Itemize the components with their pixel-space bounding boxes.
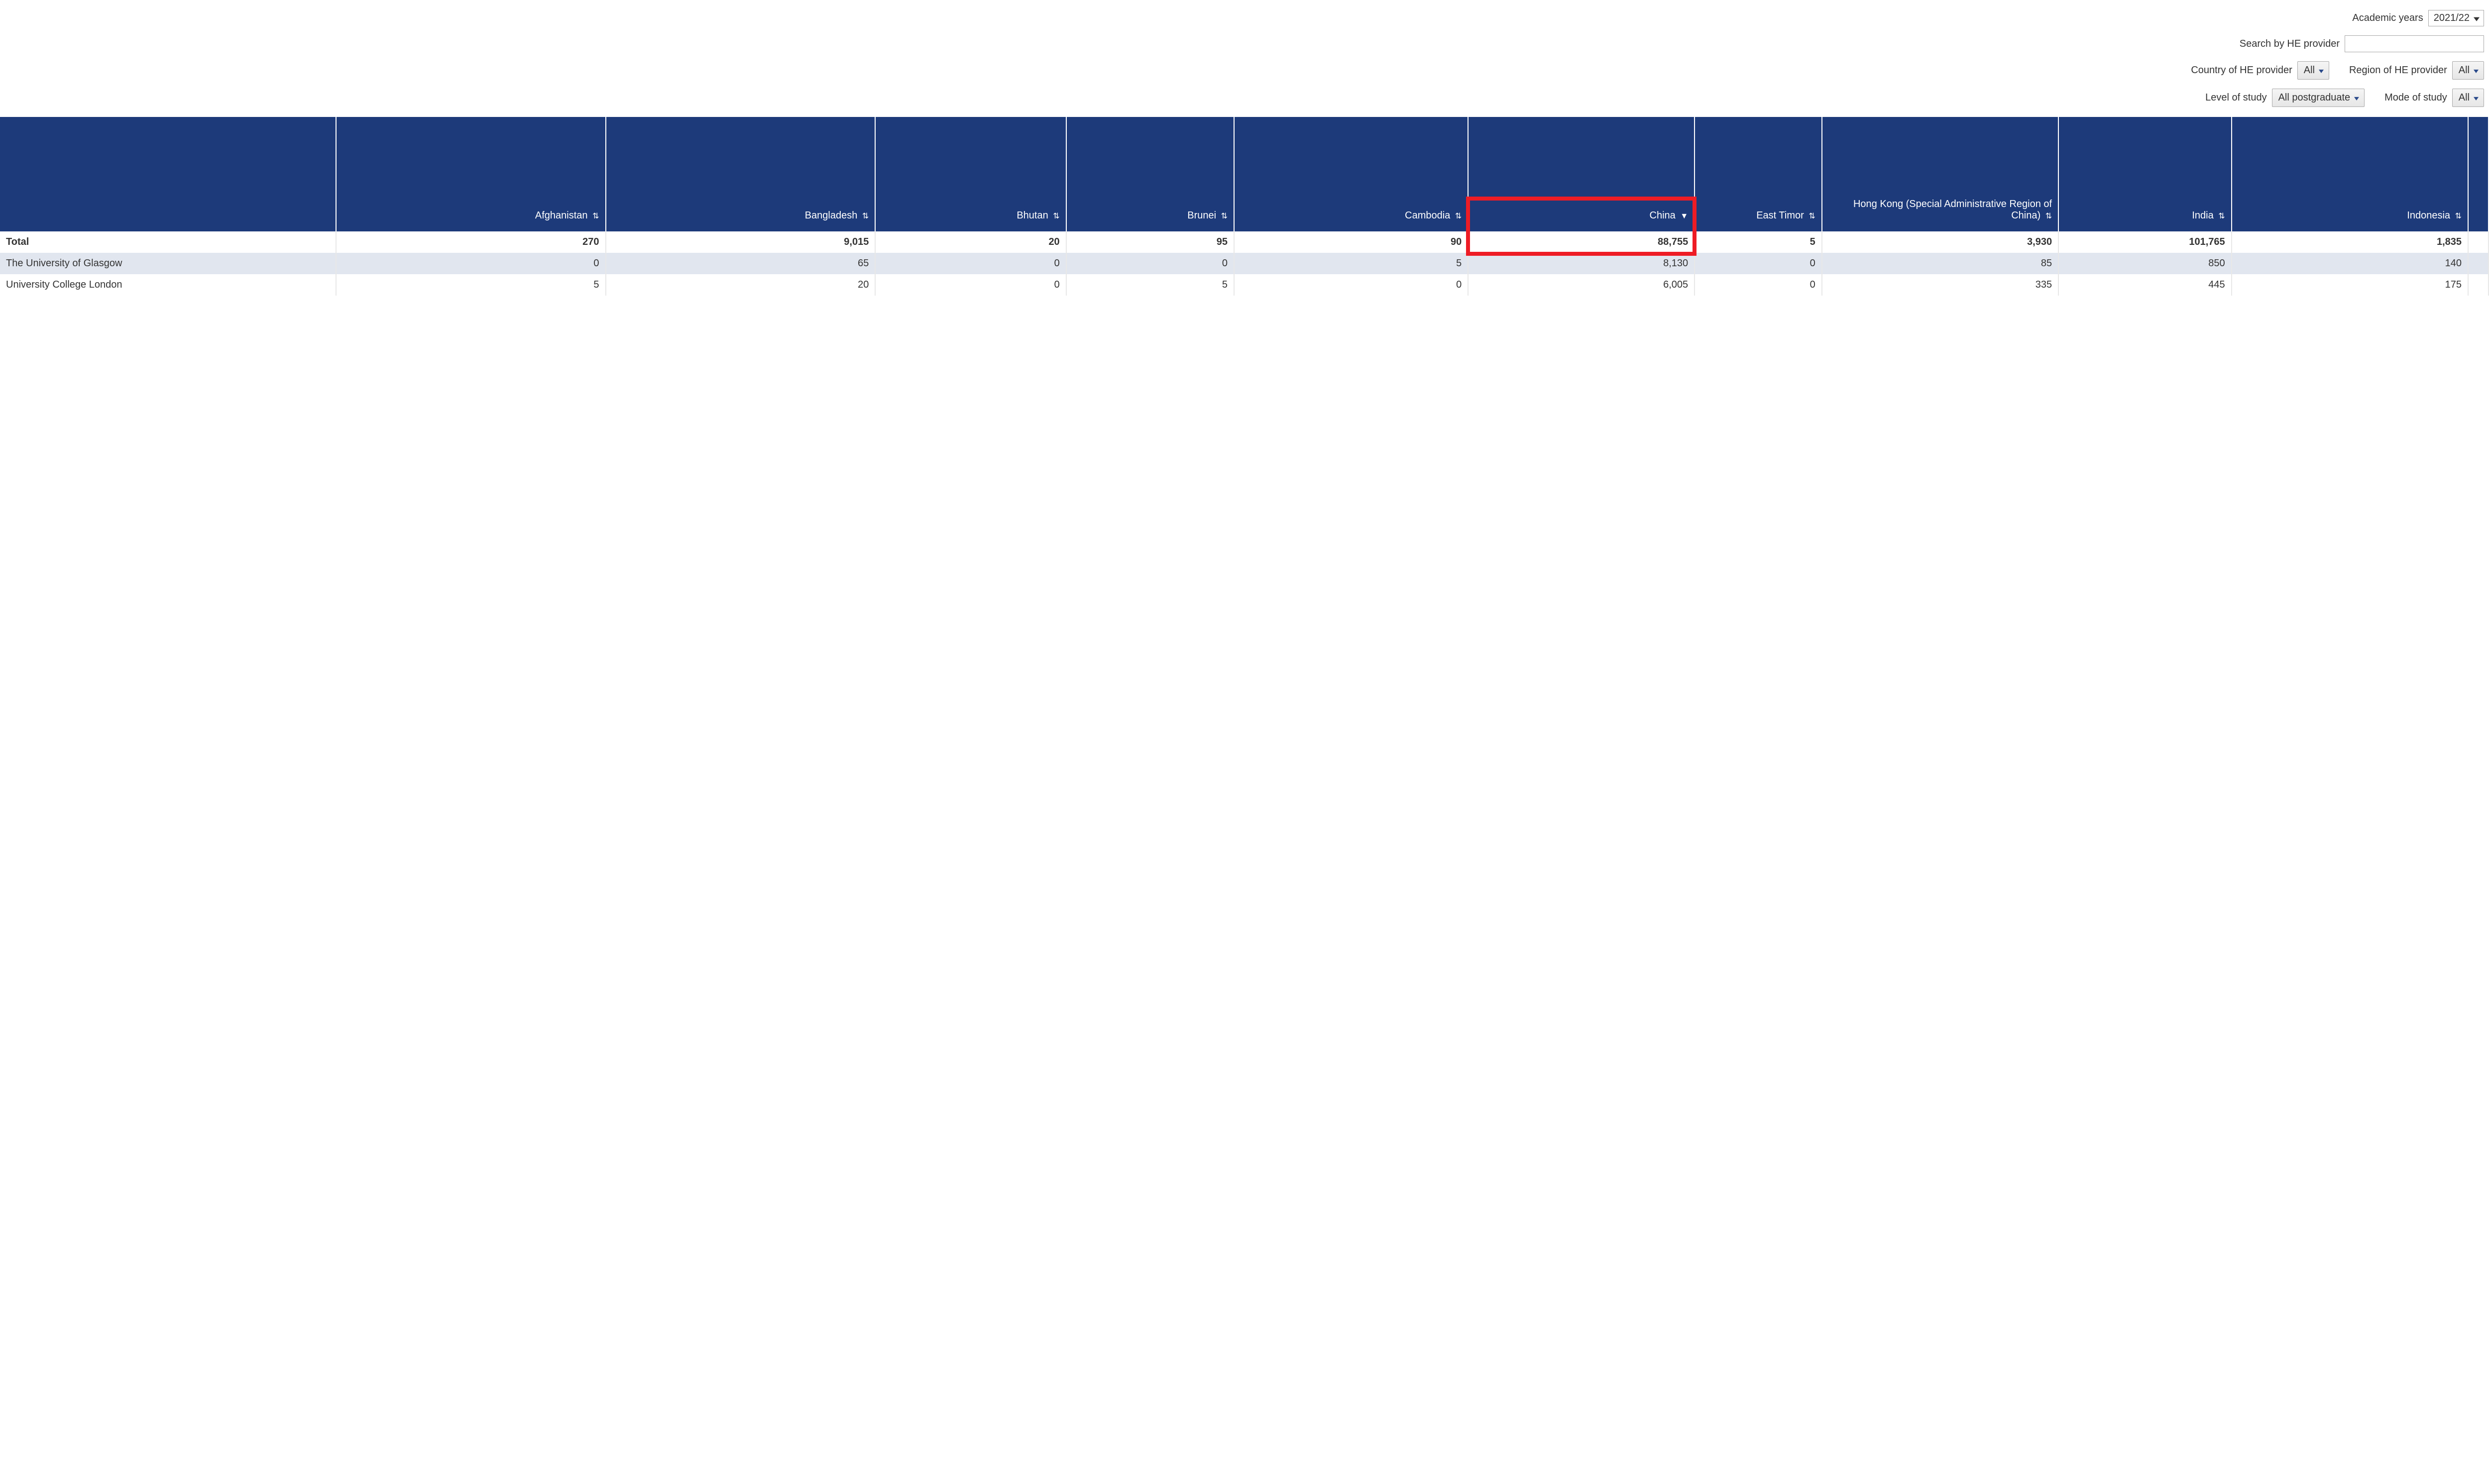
sort-desc-icon: ▼ [1680, 212, 1688, 221]
region-label: Region of HE provider [2349, 65, 2447, 76]
col-header-east-timor[interactable]: East Timor ⇅ [1695, 117, 1822, 231]
total-cell [2468, 231, 2489, 253]
data-cell: 0 [336, 253, 606, 274]
col-header-china[interactable]: China ▼ [1468, 117, 1695, 231]
level-label: Level of study [2205, 92, 2266, 104]
data-cell: 5 [336, 274, 606, 296]
total-cell: 20 [875, 231, 1066, 253]
col-header-cambodia[interactable]: Cambodia ⇅ [1234, 117, 1468, 231]
col-header-bhutan[interactable]: Bhutan ⇅ [875, 117, 1066, 231]
sort-icon: ⇅ [2218, 211, 2225, 221]
country-label: Country of HE provider [2191, 65, 2292, 76]
data-cell [2468, 274, 2489, 296]
col-header-provider[interactable] [0, 117, 336, 231]
col-header-india[interactable]: India ⇅ [2058, 117, 2232, 231]
data-cell: 8,130 [1468, 253, 1695, 274]
data-cell: 6,005 [1468, 274, 1695, 296]
data-cell: 0 [1695, 253, 1822, 274]
col-header-brunei[interactable]: Brunei ⇅ [1066, 117, 1234, 231]
data-cell: 5 [1234, 253, 1468, 274]
total-cell: 270 [336, 231, 606, 253]
data-cell: 140 [2232, 253, 2468, 274]
sort-icon: ⇅ [2455, 211, 2462, 221]
total-cell: 88,755 [1468, 231, 1695, 253]
sort-icon: ⇅ [2045, 211, 2052, 221]
data-cell: 0 [875, 253, 1066, 274]
col-header-indonesia[interactable]: Indonesia ⇅ [2232, 117, 2468, 231]
sort-icon: ⇅ [1809, 211, 1815, 221]
region-select[interactable]: All [2452, 61, 2484, 80]
sort-icon: ⇅ [592, 211, 599, 221]
provider-cell: The University of Glasgow [0, 253, 336, 274]
academic-years-label: Academic years [2352, 12, 2423, 24]
total-cell: 3,930 [1822, 231, 2058, 253]
mode-label: Mode of study [2384, 92, 2447, 104]
table-row: University College London 5 20 0 5 0 6,0… [0, 274, 2489, 296]
academic-years-select[interactable]: 2021/22 [2428, 10, 2484, 26]
provider-cell: University College London [0, 274, 336, 296]
data-cell: 0 [875, 274, 1066, 296]
total-cell: 5 [1695, 231, 1822, 253]
sort-icon: ⇅ [1053, 211, 1059, 221]
col-header-next[interactable] [2468, 117, 2489, 231]
table-container: Afghanistan ⇅ Bangladesh ⇅ Bhutan ⇅ Brun… [0, 117, 2489, 296]
level-select[interactable]: All postgraduate [2272, 89, 2365, 107]
data-cell [2468, 253, 2489, 274]
col-header-afghanistan[interactable]: Afghanistan ⇅ [336, 117, 606, 231]
data-cell: 445 [2058, 274, 2232, 296]
sort-icon: ⇅ [1455, 211, 1462, 221]
total-cell: 95 [1066, 231, 1234, 253]
sort-icon: ⇅ [1221, 211, 1228, 221]
total-cell: 90 [1234, 231, 1468, 253]
data-cell: 5 [1066, 274, 1234, 296]
table-row: The University of Glasgow 0 65 0 0 5 8,1… [0, 253, 2489, 274]
data-cell: 335 [1822, 274, 2058, 296]
data-table: Afghanistan ⇅ Bangladesh ⇅ Bhutan ⇅ Brun… [0, 117, 2489, 296]
data-cell: 0 [1695, 274, 1822, 296]
table-header-row: Afghanistan ⇅ Bangladesh ⇅ Bhutan ⇅ Brun… [0, 117, 2489, 231]
mode-select[interactable]: All [2452, 89, 2484, 107]
table-total-row: Total 270 9,015 20 95 90 88,755 5 3,930 … [0, 231, 2489, 253]
data-cell: 85 [1822, 253, 2058, 274]
total-label: Total [0, 231, 336, 253]
data-cell: 65 [606, 253, 876, 274]
search-label: Search by HE provider [2240, 38, 2340, 50]
data-cell: 850 [2058, 253, 2232, 274]
filters-panel: Academic years 2021/22 Search by HE prov… [0, 0, 2489, 117]
search-input[interactable] [2345, 35, 2484, 52]
total-cell: 1,835 [2232, 231, 2468, 253]
country-select[interactable]: All [2297, 61, 2329, 80]
data-cell: 0 [1234, 274, 1468, 296]
col-header-hong-kong[interactable]: Hong Kong (Special Administrative Region… [1822, 117, 2058, 231]
total-cell: 9,015 [606, 231, 876, 253]
data-cell: 20 [606, 274, 876, 296]
sort-icon: ⇅ [862, 211, 869, 221]
data-cell: 0 [1066, 253, 1234, 274]
col-header-bangladesh[interactable]: Bangladesh ⇅ [606, 117, 876, 231]
data-cell: 175 [2232, 274, 2468, 296]
total-cell: 101,765 [2058, 231, 2232, 253]
